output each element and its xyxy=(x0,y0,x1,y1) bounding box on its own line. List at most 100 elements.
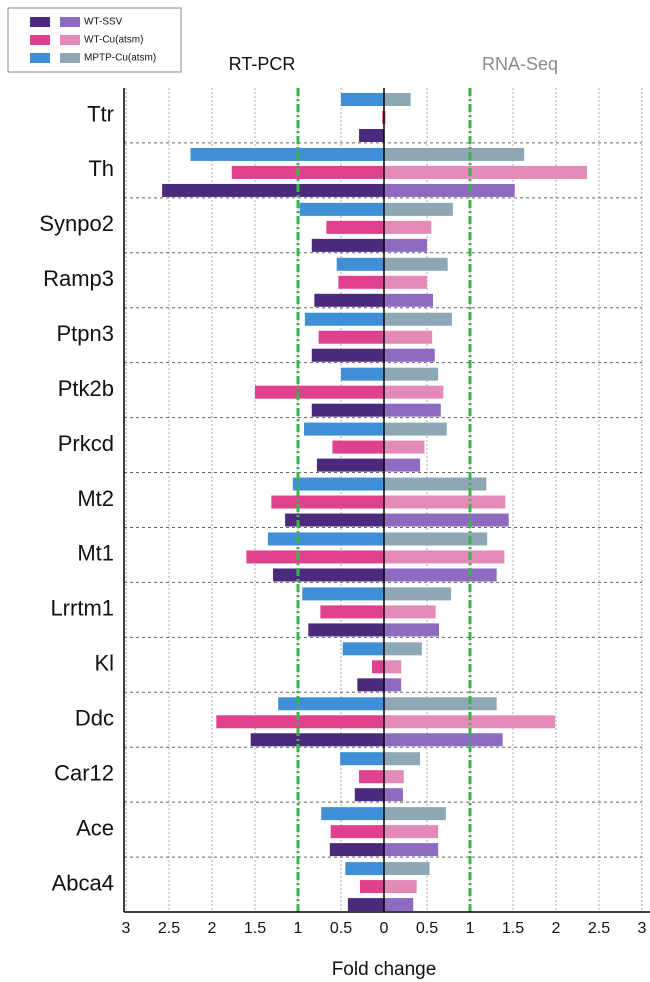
bar xyxy=(384,660,402,674)
category-label: Ramp3 xyxy=(43,266,114,291)
bar xyxy=(384,440,425,454)
bar xyxy=(359,770,384,784)
bar xyxy=(318,330,384,344)
bar xyxy=(311,238,384,252)
bar xyxy=(384,183,515,197)
bar xyxy=(384,532,488,546)
bar xyxy=(316,458,384,472)
bar xyxy=(384,587,452,601)
legend-swatch xyxy=(30,53,50,63)
category-label: Ptpn3 xyxy=(57,321,115,346)
category-label: Ddc xyxy=(75,706,114,731)
bar xyxy=(384,678,402,692)
category-label: Ttr xyxy=(87,101,114,126)
bar xyxy=(384,348,435,362)
category-label: Th xyxy=(88,156,114,181)
bar xyxy=(341,93,384,106)
bar xyxy=(384,642,422,656)
bar xyxy=(314,293,384,307)
bar xyxy=(384,770,404,784)
panel-title: RT-PCR xyxy=(229,54,296,74)
bar xyxy=(162,183,384,197)
bar xyxy=(384,752,421,766)
x-tick-label: 2 xyxy=(552,920,561,937)
x-tick-label: 2 xyxy=(208,920,217,937)
category-label: Mt2 xyxy=(77,486,114,511)
bar xyxy=(384,367,439,381)
legend-swatch xyxy=(60,17,80,27)
x-axis-title: Fold change xyxy=(332,959,437,980)
legend-swatch xyxy=(60,35,80,45)
bar xyxy=(384,257,448,271)
category-label: Prkcd xyxy=(58,431,114,456)
bar xyxy=(384,147,525,161)
bar xyxy=(384,862,430,876)
bar xyxy=(190,147,384,161)
bar xyxy=(384,550,505,564)
bar xyxy=(384,458,421,472)
bar xyxy=(267,532,384,546)
bar xyxy=(384,165,587,179)
bar xyxy=(384,275,427,289)
bar xyxy=(384,788,403,802)
bar xyxy=(347,898,384,912)
bar xyxy=(359,129,384,142)
bar xyxy=(384,385,444,399)
bar xyxy=(308,623,384,637)
bar xyxy=(384,623,440,637)
bar xyxy=(357,678,384,692)
bar xyxy=(371,660,384,674)
x-tick-label: 1.5 xyxy=(502,920,524,937)
bar xyxy=(278,697,384,711)
bar xyxy=(342,642,384,656)
legend-label: MPTP-Cu(atsm) xyxy=(84,53,156,64)
category-label: Ptk2b xyxy=(58,376,114,401)
x-tick-label: 2.5 xyxy=(158,920,180,937)
bar xyxy=(326,220,384,234)
bar xyxy=(359,880,384,894)
bar xyxy=(340,752,384,766)
bar xyxy=(216,715,384,729)
bar xyxy=(345,862,384,876)
bar xyxy=(299,202,384,216)
bar xyxy=(384,238,427,252)
bar xyxy=(304,312,384,326)
bar xyxy=(384,312,452,326)
bar xyxy=(384,825,439,839)
bar xyxy=(329,843,384,857)
bar xyxy=(384,293,434,307)
bar xyxy=(382,111,384,124)
bar xyxy=(384,733,503,747)
category-label: Abca4 xyxy=(52,870,114,895)
category-label: Kl xyxy=(94,651,114,676)
bar xyxy=(384,330,433,344)
x-tick-label: 0.5 xyxy=(330,920,352,937)
bar xyxy=(231,165,384,179)
x-tick-label: 1.5 xyxy=(244,920,266,937)
bar xyxy=(338,275,384,289)
x-tick-label: 3 xyxy=(638,920,647,937)
x-tick-label: 1 xyxy=(466,920,475,937)
bar xyxy=(384,111,386,124)
legend-swatch xyxy=(30,17,50,27)
bar xyxy=(384,477,487,491)
bar xyxy=(302,587,384,601)
bar xyxy=(384,605,436,619)
bar xyxy=(271,495,384,509)
bar xyxy=(384,715,556,729)
bar xyxy=(384,202,453,216)
bar xyxy=(384,513,509,527)
x-tick-label: 1 xyxy=(294,920,303,937)
category-label: Ace xyxy=(76,815,114,840)
legend-label: WT-Cu(atsm) xyxy=(84,35,143,46)
x-tick-label: 3 xyxy=(122,920,131,937)
x-tick-label: 0.5 xyxy=(416,920,438,937)
bar xyxy=(311,403,384,417)
bar xyxy=(384,495,506,509)
bar xyxy=(311,348,384,362)
bar xyxy=(384,403,441,417)
bar xyxy=(384,220,432,234)
bar xyxy=(384,93,411,106)
bar xyxy=(332,440,384,454)
